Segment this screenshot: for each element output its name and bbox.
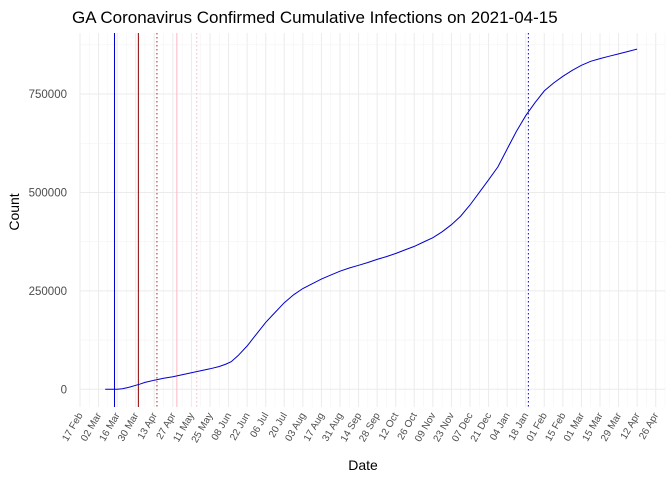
x-tick-label: 26 Apr xyxy=(637,410,661,441)
y-tick-label: 500000 xyxy=(29,187,67,199)
reference-lines xyxy=(113,33,529,407)
grid-lines xyxy=(79,33,666,407)
y-axis-ticks: 0 250000 500000 750000 xyxy=(29,89,67,396)
y-tick-label: 0 xyxy=(61,384,67,396)
series-line xyxy=(105,48,638,390)
y-tick-label: 750000 xyxy=(29,89,67,101)
series-lines xyxy=(105,48,638,390)
y-axis-label: Count xyxy=(6,193,22,230)
x-axis-label: Date xyxy=(348,457,378,473)
chart-title: GA Coronavirus Confirmed Cumulative Infe… xyxy=(72,8,558,27)
y-tick-label: 250000 xyxy=(29,286,67,298)
